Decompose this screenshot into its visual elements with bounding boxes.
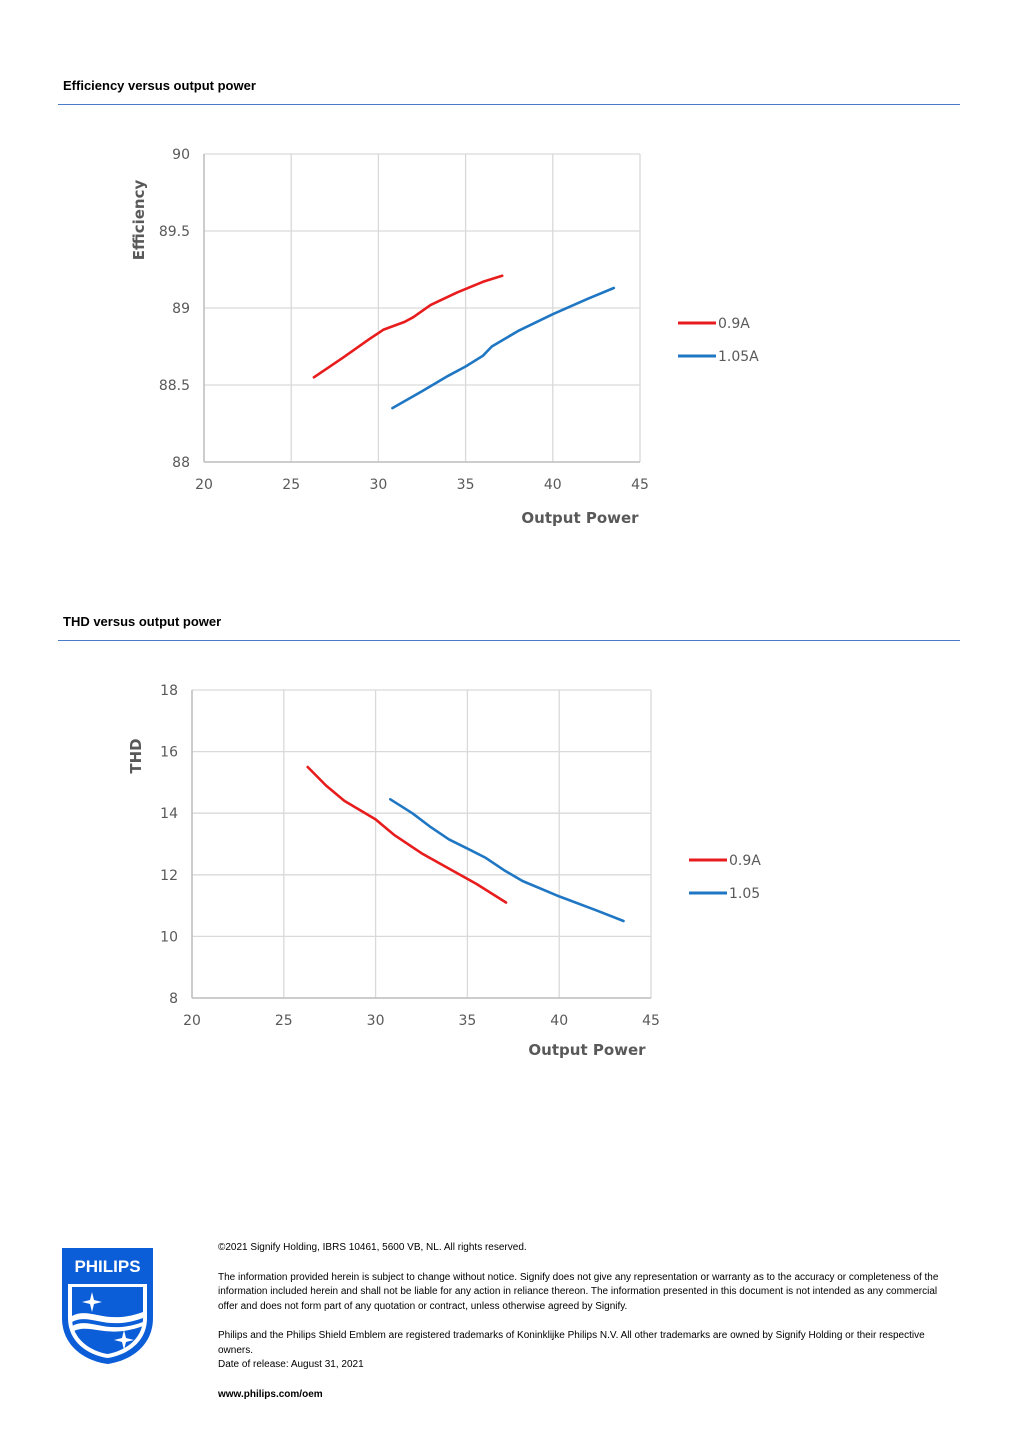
x-tick-label: 20 <box>195 477 213 493</box>
legend-label: 0.9A <box>718 316 750 332</box>
series-line <box>391 286 616 410</box>
thd-section-title: THD versus output power <box>63 614 222 629</box>
y-tick-label: 14 <box>160 806 178 822</box>
legend-label: 1.05A <box>718 349 759 365</box>
x-tick-label: 35 <box>458 1013 476 1029</box>
x-axis-title: Output Power <box>521 509 639 527</box>
footer-website-link[interactable]: www.philips.com/oem <box>218 1388 323 1400</box>
x-tick-label: 40 <box>550 1013 568 1029</box>
x-tick-label: 25 <box>275 1013 293 1029</box>
footer-disclaimer: The information provided herein is subje… <box>218 1271 939 1312</box>
series-line <box>388 797 625 923</box>
y-tick-label: 89.5 <box>159 224 190 240</box>
y-tick-label: 89 <box>172 301 190 317</box>
series-line <box>312 274 504 379</box>
x-axis-title: Output Power <box>528 1041 646 1059</box>
y-tick-label: 18 <box>160 683 178 699</box>
x-tick-label: 30 <box>367 1013 385 1029</box>
legend-label: 1.05 <box>729 886 760 902</box>
efficiency-section-title: Efficiency versus output power <box>63 78 256 93</box>
series-line <box>306 765 508 904</box>
x-tick-label: 25 <box>282 477 300 493</box>
philips-shield-icon: PHILIPS <box>62 1248 153 1364</box>
x-tick-label: 40 <box>544 477 562 493</box>
y-axis-title: THD <box>127 738 145 773</box>
footer-trademarks: Philips and the Philips Shield Emblem ar… <box>218 1330 925 1356</box>
section-divider <box>58 640 960 641</box>
logo-wordmark: PHILIPS <box>74 1257 140 1276</box>
footer-copyright: ©2021 Signify Holding, IBRS 10461, 5600 … <box>218 1242 527 1253</box>
y-axis-title: Efficiency <box>130 180 148 261</box>
footer: ©2021 Signify Holding, IBRS 10461, 5600 … <box>218 1241 958 1402</box>
x-tick-label: 45 <box>642 1013 660 1029</box>
x-tick-label: 35 <box>457 477 475 493</box>
philips-logo: PHILIPS <box>60 1246 155 1366</box>
section-divider <box>58 104 960 105</box>
y-tick-label: 12 <box>160 868 178 884</box>
y-tick-label: 88 <box>172 455 190 471</box>
y-tick-label: 16 <box>160 745 178 761</box>
legend-label: 0.9A <box>729 853 761 869</box>
y-tick-label: 88.5 <box>159 378 190 394</box>
y-tick-label: 8 <box>169 991 178 1007</box>
x-tick-label: 45 <box>631 477 649 493</box>
y-tick-label: 90 <box>172 147 190 163</box>
y-tick-label: 10 <box>160 929 178 945</box>
x-tick-label: 20 <box>183 1013 201 1029</box>
thd-chart: 20 25 30 35 40 45 8 10 12 14 16 18 Output Power THD 0.… <box>127 683 761 1059</box>
footer-release-date: Date of release: August 31, 2021 <box>218 1359 364 1370</box>
efficiency-chart: 20 25 30 35 40 45 88 88.5 89 89.5 90 Output Power Ef… <box>130 147 759 527</box>
x-tick-label: 30 <box>369 477 387 493</box>
